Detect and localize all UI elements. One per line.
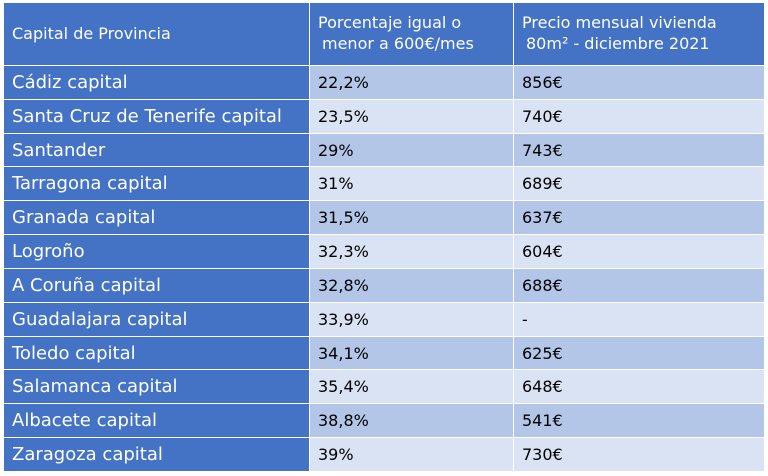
capital-cell: Cádiz capital	[3, 65, 310, 100]
price-cell: -	[513, 301, 765, 337]
capital-cell: Logroño	[3, 234, 310, 269]
percentage-cell: 32,3%	[309, 234, 514, 269]
table-row: Salamanca capital 35,4% 648€	[3, 369, 765, 405]
percentage-cell: 33,9%	[309, 301, 514, 337]
header-percentage-line1: Porcentaje igual o	[318, 13, 462, 33]
table-row: Santa Cruz de Tenerife capital 23,5% 740…	[3, 98, 765, 134]
table-row: Guadalajara capital 33,9% -	[3, 301, 765, 337]
price-cell: 688€	[513, 267, 765, 303]
header-row: Capital de Provincia Porcentaje igual o …	[3, 2, 765, 66]
capital-cell: Guadalajara capital	[3, 301, 310, 337]
header-percentage-line2: menor a 600€/mes	[322, 34, 474, 53]
capitals-table: Capital de Provincia Porcentaje igual o …	[3, 2, 765, 472]
percentage-cell: 39%	[309, 437, 514, 472]
capital-cell: Santander	[3, 132, 310, 168]
header-percentage: Porcentaje igual o menor a 600€/mes	[309, 2, 514, 66]
table-row: Tarragona capital 31% 689€	[3, 166, 765, 202]
table-row: Toledo capital 34,1% 625€	[3, 335, 765, 371]
price-cell: 541€	[513, 403, 765, 439]
price-cell: 625€	[513, 335, 765, 371]
capital-cell: Salamanca capital	[3, 369, 310, 405]
table-row: Zaragoza capital 39% 730€	[3, 437, 765, 472]
capital-cell: Tarragona capital	[3, 166, 310, 202]
price-cell: 856€	[513, 65, 765, 100]
price-cell: 604€	[513, 234, 765, 269]
capital-cell: Granada capital	[3, 200, 310, 236]
percentage-cell: 38,8%	[309, 403, 514, 439]
table-row: Logroño 32,3% 604€	[3, 234, 765, 269]
price-cell: 648€	[513, 369, 765, 405]
percentage-cell: 35,4%	[309, 369, 514, 405]
price-cell: 730€	[513, 437, 765, 472]
capital-cell: Zaragoza capital	[3, 437, 310, 472]
percentage-cell: 31,5%	[309, 200, 514, 236]
table-row: Cádiz capital 22,2% 856€	[3, 65, 765, 100]
price-cell: 689€	[513, 166, 765, 202]
table-row: A Coruña capital 32,8% 688€	[3, 267, 765, 303]
capital-cell: A Coruña capital	[3, 267, 310, 303]
table-row: Santander 29% 743€	[3, 132, 765, 168]
capital-cell: Toledo capital	[3, 335, 310, 371]
capital-cell: Santa Cruz de Tenerife capital	[3, 98, 310, 134]
table-row: Granada capital 31,5% 637€	[3, 200, 765, 236]
header-capital: Capital de Provincia	[3, 2, 310, 66]
percentage-cell: 29%	[309, 132, 514, 168]
percentage-cell: 32,8%	[309, 267, 514, 303]
header-price: Precio mensual vivienda 80m² - diciembre…	[513, 2, 765, 66]
percentage-cell: 22,2%	[309, 65, 514, 100]
header-price-line1: Precio mensual vivienda	[522, 13, 717, 33]
capital-cell: Albacete capital	[3, 403, 310, 439]
table-row: Albacete capital 38,8% 541€	[3, 403, 765, 439]
percentage-cell: 34,1%	[309, 335, 514, 371]
percentage-cell: 31%	[309, 166, 514, 202]
percentage-cell: 23,5%	[309, 98, 514, 134]
price-cell: 740€	[513, 98, 765, 134]
header-price-line2: 80m² - diciembre 2021	[526, 34, 710, 53]
price-cell: 637€	[513, 200, 765, 236]
price-cell: 743€	[513, 132, 765, 168]
